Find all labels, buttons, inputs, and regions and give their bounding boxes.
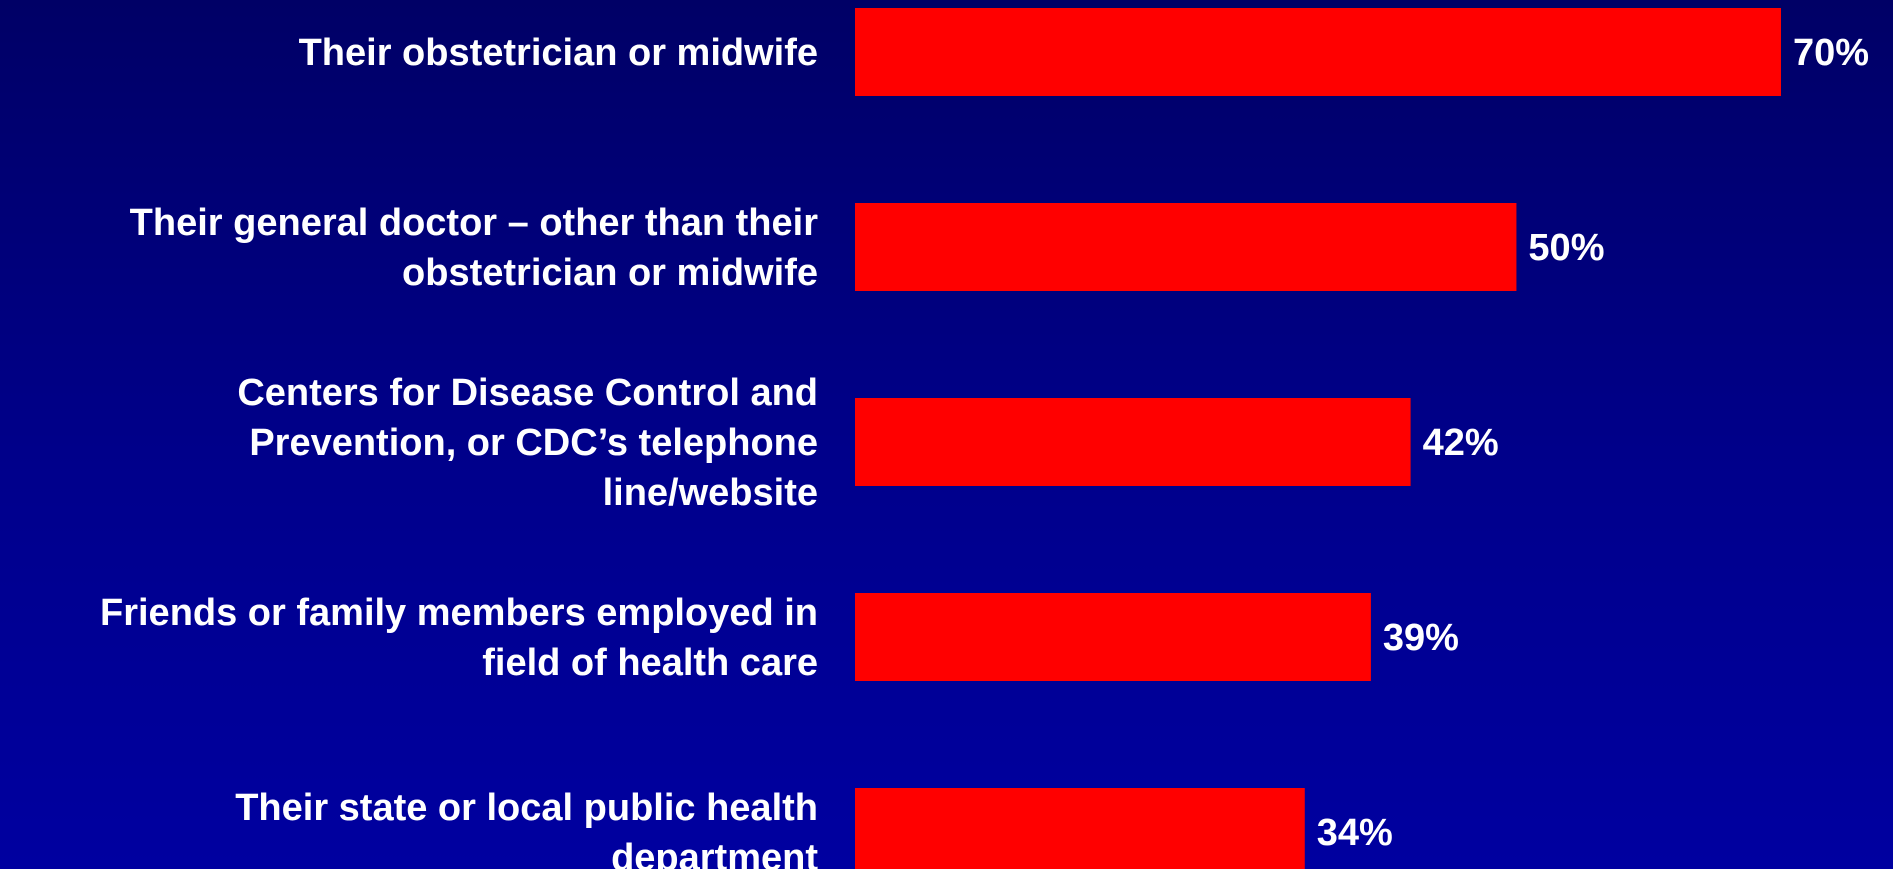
bar-4 — [855, 593, 1371, 681]
category-label-3: Centers for Disease Control and Preventio… — [237, 372, 818, 514]
bar-1 — [855, 8, 1781, 96]
category-label-1: Their obstetrician or midwife — [299, 32, 818, 74]
category-label-line: field of health care — [482, 642, 818, 684]
category-label-line: department — [611, 837, 818, 869]
category-label-line: Centers for Disease Control and — [237, 372, 818, 414]
category-label-line: Their state or local public health — [235, 787, 818, 829]
category-label-line: Friends or family members employed in — [100, 592, 818, 634]
bars — [855, 8, 1781, 869]
category-label-line: Prevention, or CDC’s telephone — [249, 422, 818, 464]
category-label-4: Friends or family members employed in fie… — [100, 592, 818, 684]
category-label-line: Their general doctor – other than their — [130, 202, 819, 244]
value-label-5: 34% — [1317, 812, 1393, 854]
category-label-line: Their obstetrician or midwife — [299, 32, 818, 74]
value-label-3: 42% — [1423, 422, 1499, 464]
value-label-4: 39% — [1383, 617, 1459, 659]
category-label-line: obstetrician or midwife — [402, 252, 818, 294]
category-label-5: Their state or local public health depart… — [235, 787, 818, 869]
value-labels: 70% 50% 42% 39% 34% — [1317, 32, 1869, 854]
value-label-1: 70% — [1793, 32, 1869, 74]
category-label-2: Their general doctor – other than their o… — [130, 202, 819, 294]
bar-2 — [855, 203, 1517, 291]
category-label-line: line/website — [603, 472, 818, 514]
category-labels: Their obstetrician or midwife Their gener… — [100, 32, 818, 869]
bar-3 — [855, 398, 1411, 486]
value-label-2: 50% — [1528, 227, 1604, 269]
bar-5 — [855, 788, 1305, 869]
